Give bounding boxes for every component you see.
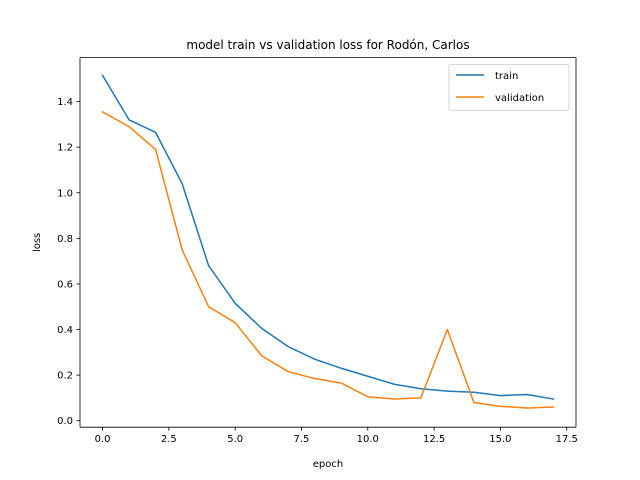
plot-area: [80, 57, 576, 428]
x-tick-label: 10.0: [357, 434, 379, 445]
x-tick-label: 7.5: [294, 434, 310, 445]
x-tick-label: 2.5: [161, 434, 177, 445]
y-tick-label: 1.2: [57, 143, 73, 154]
y-axis-label: loss: [32, 233, 43, 252]
y-tick-label: 0.2: [57, 371, 73, 382]
legend-box: [448, 64, 570, 111]
x-axis-label: epoch: [313, 459, 343, 470]
y-tick-label: 0.8: [57, 234, 73, 245]
y-tick-label: 0.4: [57, 325, 73, 336]
x-tick-label: 17.5: [556, 434, 578, 445]
y-tick-label: 1.4: [57, 97, 73, 108]
series-line-train: [101, 74, 555, 400]
x-tick-label: 0.0: [95, 434, 111, 445]
series-lines: [101, 74, 555, 409]
axes-frame: [79, 57, 577, 428]
x-axis-ticks: 0.0 2.5 5.0 7.5 10.0 12.5 15.0 17.5: [95, 427, 578, 445]
y-tick-label: 1.0: [57, 188, 73, 199]
y-tick-label: 0.6: [57, 279, 73, 290]
x-tick-label: 15.0: [489, 434, 511, 445]
y-axis-ticks: 0.0 0.2 0.4 0.6 0.8 1.0 1.2 1.4: [57, 97, 80, 427]
legend-label-train: train: [495, 71, 518, 82]
y-tick-label: 0.0: [57, 416, 73, 427]
x-tick-label: 5.0: [227, 434, 243, 445]
legend-label-validation: validation: [495, 93, 544, 104]
series-line-validation: [101, 110, 555, 409]
legend: train validation: [448, 64, 570, 111]
x-tick-label: 12.5: [423, 434, 445, 445]
chart-title: model train vs validation loss for Rodón…: [186, 38, 469, 52]
